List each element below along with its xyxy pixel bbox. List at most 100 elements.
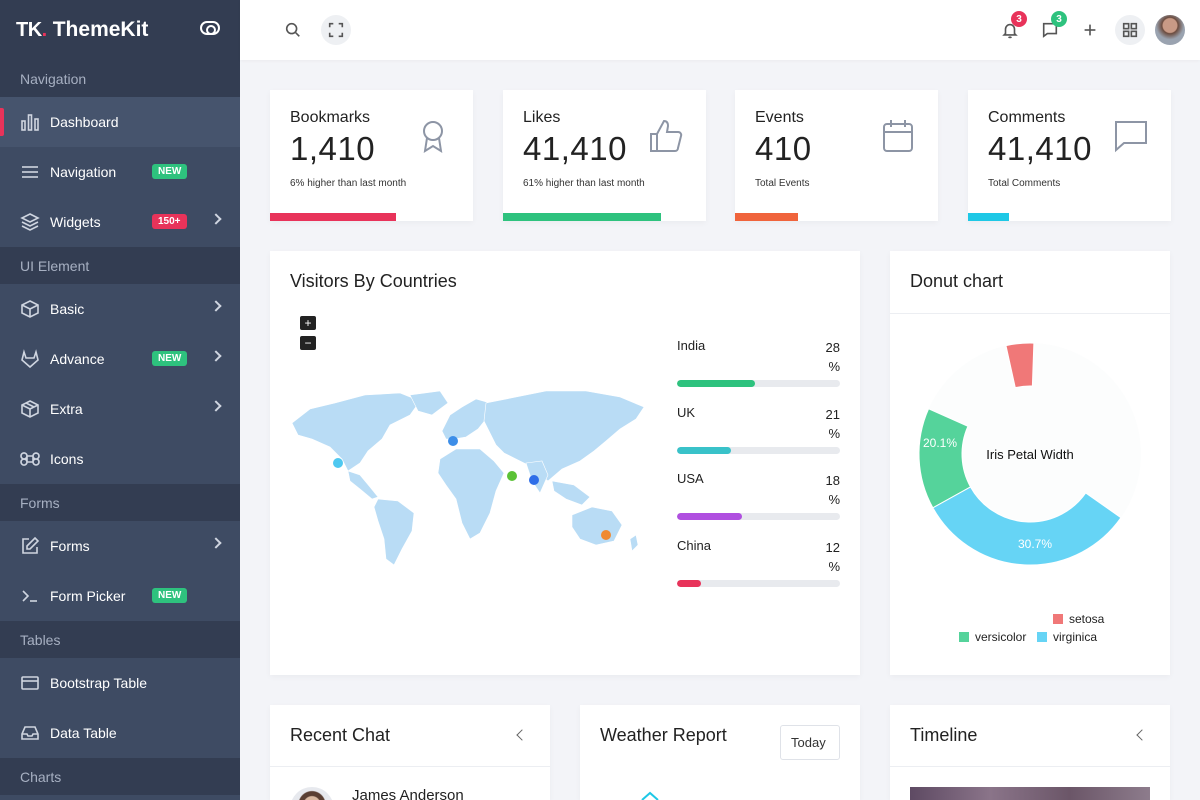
section-tables: Tables	[0, 621, 240, 658]
country-name: India	[677, 338, 706, 353]
map-africa	[437, 448, 505, 540]
recent-chat-panel: Recent Chat James Anderson	[270, 705, 550, 800]
map-asia	[483, 390, 645, 482]
count-badge: 150+	[152, 214, 187, 229]
apps-grid-icon[interactable]	[1115, 15, 1145, 45]
country-progress-fill	[677, 513, 743, 520]
brand: TK. ThemeKit	[0, 0, 240, 60]
sidebar-toggle-icon[interactable]	[200, 21, 220, 35]
map-southeast-asia	[551, 480, 591, 506]
sidebar-item-widgets[interactable]: Widgets 150+	[0, 197, 240, 247]
sidebar: TK. ThemeKit Navigation Dashboard Naviga…	[0, 0, 240, 800]
stat-label: Comments	[988, 109, 1066, 126]
country-row-uk: UK 21%	[677, 405, 840, 454]
bar-chart-icon	[20, 112, 40, 132]
sidebar-item-data-table[interactable]: Data Table	[0, 708, 240, 758]
chevron-left-icon[interactable]	[1136, 729, 1148, 741]
sidebar-item-dashboard[interactable]: Dashboard	[0, 97, 240, 147]
panel-divider	[890, 766, 1170, 767]
message-square-icon	[1113, 118, 1149, 154]
donut-chart[interactable]: 20.1% 30.7% Iris Petal Width	[890, 314, 1170, 614]
stat-value: 1,410	[290, 130, 376, 167]
legend-label: virginica	[1053, 630, 1098, 644]
sidebar-item-label: Data Table	[50, 725, 117, 741]
terminal-icon	[20, 586, 40, 606]
notification-count-badge: 3	[1011, 11, 1027, 27]
panel-title: Weather Report	[600, 725, 727, 745]
country-progress-fill	[677, 380, 756, 387]
donut-data-label: 30.7%	[1018, 537, 1052, 551]
legend-item-versicolor[interactable]: versicolor	[959, 630, 1026, 644]
country-percent: 21%	[825, 407, 840, 441]
chat-person-name[interactable]: James Anderson	[352, 787, 464, 800]
country-name: UK	[677, 405, 696, 420]
map-marker[interactable]	[507, 471, 517, 481]
country-progress-track	[677, 513, 840, 520]
stat-progress-bar	[968, 213, 1009, 221]
map-marker[interactable]	[529, 475, 539, 485]
box-icon	[20, 299, 40, 319]
map-zoom-out-button[interactable]: −	[300, 336, 316, 350]
chevron-right-icon	[210, 300, 222, 312]
stat-card-comments: Comments 41,410 Total Comments	[968, 90, 1171, 221]
map-australia	[571, 506, 623, 546]
sidebar-item-basic[interactable]: Basic	[0, 284, 240, 334]
sidebar-item-bootstrap-table[interactable]: Bootstrap Table	[0, 658, 240, 708]
layers-icon	[20, 212, 40, 232]
legend-item-virginica[interactable]: virginica	[1037, 630, 1097, 644]
command-icon	[20, 449, 40, 469]
plus-icon[interactable]	[1075, 15, 1105, 45]
country-row-usa: USA 18%	[677, 471, 840, 520]
calendar-icon	[880, 118, 916, 154]
topbar: 3 3	[240, 0, 1200, 60]
donut-slice-versicolor[interactable]	[918, 408, 972, 509]
sidebar-item-navigation[interactable]: Navigation NEW	[0, 147, 240, 197]
country-progress-track	[677, 580, 840, 587]
chevron-right-icon	[210, 350, 222, 362]
legend-swatch	[1037, 632, 1047, 642]
map-zoom-in-button[interactable]: +	[300, 316, 316, 330]
sidebar-item-label: Extra	[50, 401, 83, 417]
stat-subtext: 61% higher than last month	[523, 178, 645, 189]
award-icon	[415, 118, 451, 154]
stat-card-likes: Likes 41,410 61% higher than last month	[503, 90, 706, 221]
bell-icon[interactable]: 3	[995, 11, 1027, 45]
map-marker[interactable]	[448, 436, 458, 446]
new-badge: NEW	[152, 164, 188, 179]
donut-slice-virginica[interactable]	[932, 486, 1122, 566]
inbox-icon	[20, 723, 40, 743]
map-north-america	[291, 392, 421, 472]
sidebar-item-extra[interactable]: Extra	[0, 384, 240, 434]
user-avatar[interactable]	[1155, 15, 1185, 45]
chevron-left-icon[interactable]	[516, 729, 528, 741]
timeline-image[interactable]	[910, 787, 1150, 800]
map-marker[interactable]	[601, 530, 611, 540]
search-icon[interactable]	[278, 15, 308, 45]
fullscreen-icon[interactable]	[321, 15, 351, 45]
chat-avatar[interactable]	[290, 787, 334, 800]
map-marker[interactable]	[333, 458, 343, 468]
country-name: China	[677, 538, 711, 553]
donut-slice-setosa[interactable]	[1005, 342, 1035, 389]
sidebar-item-form-picker[interactable]: Form Picker NEW	[0, 571, 240, 621]
weather-chart-peak	[641, 791, 659, 800]
period-select[interactable]: Today	[780, 725, 840, 760]
sidebar-item-icons[interactable]: Icons	[0, 434, 240, 484]
new-badge: NEW	[152, 351, 188, 366]
legend-swatch	[1053, 614, 1063, 624]
stat-progress-bar	[503, 213, 662, 221]
donut-center-label: Iris Petal Width	[986, 447, 1073, 462]
thumbs-up-icon	[648, 118, 684, 154]
weather-panel: Weather Report Today	[580, 705, 860, 800]
world-map[interactable]	[290, 389, 650, 569]
message-icon[interactable]: 3	[1035, 11, 1067, 45]
section-navigation: Navigation	[0, 60, 240, 97]
sidebar-item-advance[interactable]: Advance NEW	[0, 334, 240, 384]
legend-item-setosa[interactable]: setosa	[1053, 612, 1104, 626]
country-row-india: India 28%	[677, 338, 840, 387]
sidebar-item-label: Advance	[50, 351, 105, 367]
stat-value: 41,410	[523, 130, 627, 167]
new-badge: NEW	[152, 588, 188, 603]
brand-logo[interactable]: TK.	[16, 18, 47, 41]
sidebar-item-forms[interactable]: Forms	[0, 521, 240, 571]
